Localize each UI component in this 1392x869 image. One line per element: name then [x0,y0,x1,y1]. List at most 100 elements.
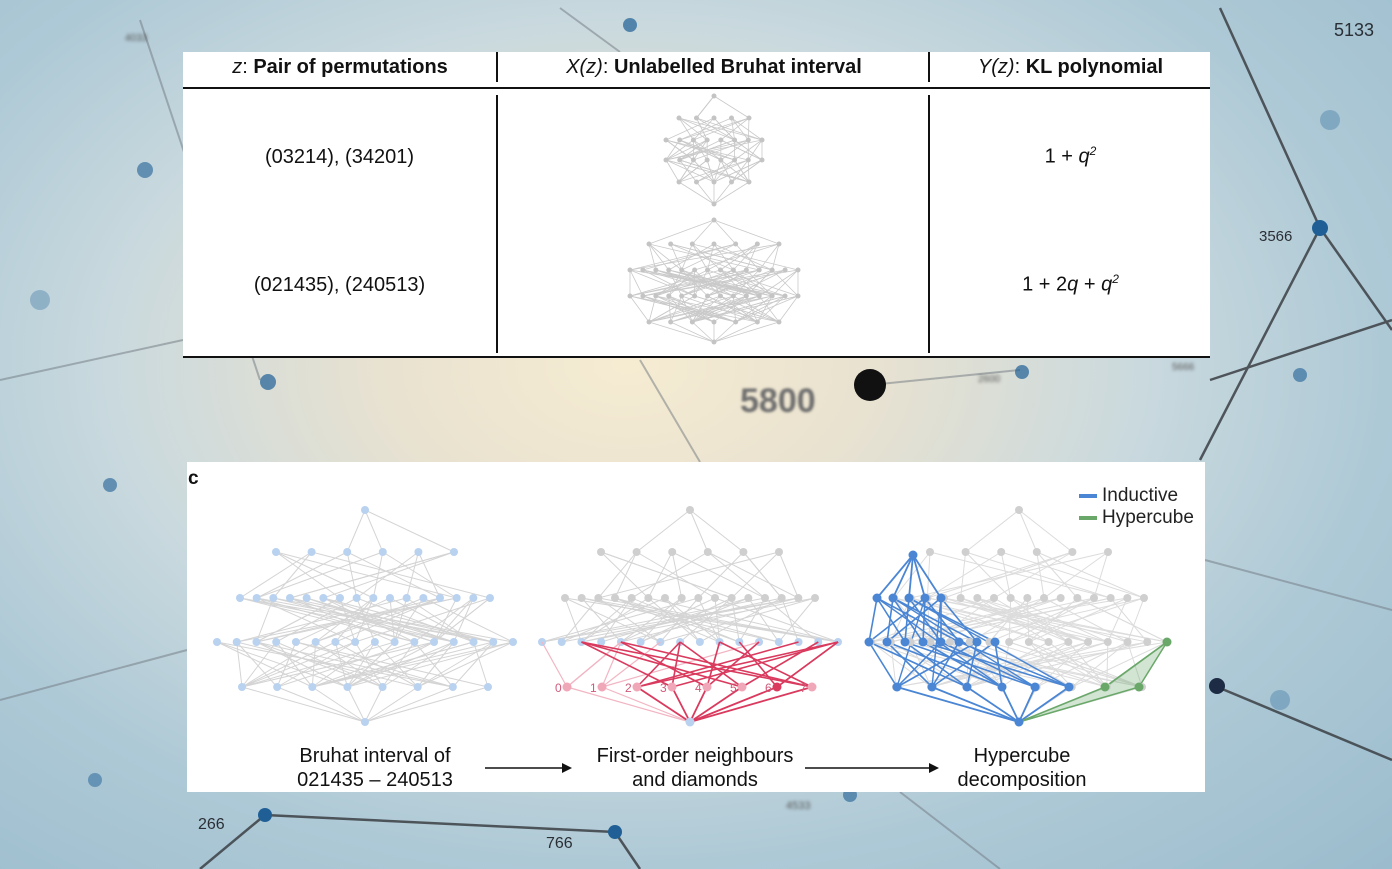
graph-node [794,594,803,602]
graph-edge [966,686,1020,723]
graph-edge [382,641,455,688]
graph-edge [731,117,749,141]
graph-edge [306,597,454,643]
graph-edge [912,554,926,599]
graph-edge [660,597,816,643]
graph-node [413,683,422,691]
graph-edge [679,117,732,141]
header-divider [928,52,930,82]
graph-node [744,594,753,602]
graph-node [733,319,739,325]
graph-node [729,179,734,185]
graph-edge [678,159,708,183]
graph-node [1005,638,1014,646]
graph-edge [541,641,568,688]
graph-node [739,548,748,556]
graph-node [795,267,801,273]
graph-edge [713,117,735,141]
panel-c: c Inductive Hypercube 0 1 2 3 4 5 6 7 Bruhat in… [187,462,1205,792]
graph-edge [696,117,763,141]
graph-edge [364,686,489,723]
graph-node [769,267,775,273]
graph-edge [689,686,708,723]
graph-edge [731,597,740,643]
graph-node [272,548,280,556]
graph-node [1024,638,1033,646]
graph-edge [272,551,312,599]
graph-node [1044,638,1053,646]
graph-edge [960,597,1108,643]
graph-edge [648,243,670,271]
graph-node [252,638,261,646]
graph-edge [665,159,750,183]
graph-edge [1000,551,1012,599]
graph-node [685,717,695,727]
diamond-graph: 0 1 2 3 4 5 6 7 [541,641,839,727]
graph-edge [241,641,356,688]
graph-node [1023,594,1032,602]
graph-node [961,548,970,556]
graph-edge [886,597,942,643]
graph-edge [922,641,1070,688]
graph [213,506,517,726]
graph-edge [356,597,474,643]
graph-node [711,217,717,223]
graph-edge [720,243,758,271]
graph-node [252,594,261,602]
graph-edge [696,181,715,205]
graph-edge [713,159,722,183]
kl-table: z: Pair of permutations X(z): Unlabelled… [183,52,1210,358]
graph-node [486,594,494,602]
graph-edge [910,597,1049,643]
graph-node [410,638,419,646]
graph-edge [642,269,695,297]
graph-node [926,638,935,646]
graph-edge [966,641,978,688]
graph-edge [311,641,317,688]
graph-edge [256,551,383,599]
graph-edge [601,597,749,643]
graph-node [319,594,328,602]
graph-node [927,682,937,692]
graph-node [711,179,717,185]
graph-edge [886,641,933,688]
graph-edge [747,159,750,183]
graph-edge [239,597,415,643]
graph-edge [678,181,715,205]
graph-node [711,319,717,325]
graph-edge [696,95,715,119]
graph-edge [636,551,716,599]
graph-edge [692,295,786,323]
graph-edge [665,139,763,161]
graph-node [1134,682,1144,692]
graph-node [1030,682,1040,692]
graph-edge [216,641,453,688]
graph-edge [256,551,348,599]
graph-node [238,683,246,691]
graph-edge [256,597,415,643]
graph-edge [892,597,1036,688]
graph-edge [389,597,474,643]
graph-edge [696,159,749,183]
graph-edge [566,686,691,723]
graph-node [965,638,974,646]
graph-edge [965,551,1012,599]
graph-node [711,201,717,207]
graph-edge [713,219,780,245]
graph-node [705,293,711,299]
graph-node [973,594,982,602]
graph-node [711,93,717,99]
graph-edge [364,686,418,723]
graph-edge [735,295,799,323]
panel-label: c [188,468,199,489]
graph-node [1006,594,1015,602]
graph-edge [759,269,799,297]
graph-edge [910,551,1109,599]
graph-edge [414,597,474,643]
graph-edge [713,219,736,245]
bg-node-label: 5133 [1334,20,1375,40]
graph-edge [598,597,839,643]
graph-edge [241,641,277,688]
graph-node [904,593,914,603]
graph-edge [642,269,799,297]
